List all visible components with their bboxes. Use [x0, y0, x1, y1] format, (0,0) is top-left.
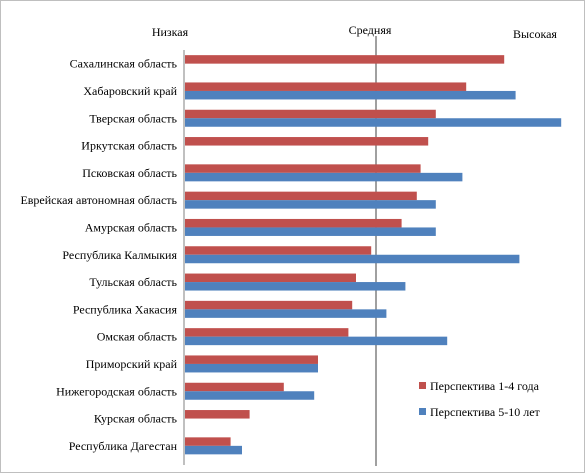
scale-level-labels: Низкая Средняя Высокая	[152, 23, 558, 41]
bar-5-10	[185, 391, 315, 400]
legend: Перспектива 1-4 года Перспектива 5-10 ле…	[419, 379, 541, 419]
legend-label-5-10: Перспектива 5-10 лет	[430, 405, 541, 419]
legend-swatch-1-4	[419, 382, 426, 389]
bar-1-4	[185, 218, 402, 228]
bar-5-10	[185, 445, 242, 455]
bar-5-10	[185, 227, 436, 236]
category-label: Хабаровский край	[83, 84, 177, 98]
bar-1-4	[185, 191, 417, 201]
bar-1-4	[185, 109, 436, 119]
bar-1-4	[185, 246, 372, 255]
bar-5-10	[185, 172, 463, 182]
bar-5-10	[185, 336, 448, 346]
level-label-medium: Средняя	[349, 23, 392, 37]
category-label: Курская область	[94, 412, 178, 426]
bar-1-4	[185, 55, 505, 64]
bar-5-10	[185, 118, 562, 127]
category-label: Сахалинская область	[70, 57, 178, 71]
bar-1-4	[185, 382, 284, 392]
bar-1-4	[185, 273, 356, 283]
category-label: Тульская область	[89, 275, 177, 289]
bar-1-4	[185, 82, 467, 91]
level-label-low: Низкая	[152, 25, 189, 39]
category-label: Псковская область	[82, 166, 177, 180]
category-label: Омская область	[97, 330, 178, 344]
category-label: Республика Калмыкия	[62, 248, 177, 262]
bar-5-10	[185, 254, 520, 264]
bar-1-4	[185, 300, 353, 310]
bar-5-10	[185, 282, 406, 291]
bar-1-4	[185, 164, 421, 173]
category-label: Республика Хакасия	[73, 302, 178, 316]
bar-1-4	[185, 355, 318, 364]
legend-label-1-4: Перспектива 1-4 года	[430, 379, 540, 393]
bar-1-4	[185, 410, 250, 419]
bar-1-4	[185, 137, 429, 146]
bar-1-4	[185, 328, 349, 337]
bar-5-10	[185, 309, 387, 318]
legend-swatch-5-10	[419, 408, 426, 415]
category-label: Республика Дагестан	[69, 439, 178, 453]
bar-5-10	[185, 200, 436, 209]
category-label: Нижегородская область	[56, 384, 177, 398]
category-label: Еврейская автономная область	[20, 193, 177, 207]
category-label: Иркутская область	[81, 139, 177, 153]
category-label: Приморский край	[86, 357, 178, 371]
category-label: Тверская область	[89, 111, 177, 125]
category-labels: Сахалинская область Хабаровский край Тверс…	[20, 57, 177, 453]
level-label-high: Высокая	[513, 27, 557, 41]
bar-5-10	[185, 90, 516, 100]
bars	[185, 55, 562, 455]
bar-5-10	[185, 363, 318, 373]
bar-1-4	[185, 437, 231, 446]
category-label: Амурская область	[85, 220, 178, 234]
